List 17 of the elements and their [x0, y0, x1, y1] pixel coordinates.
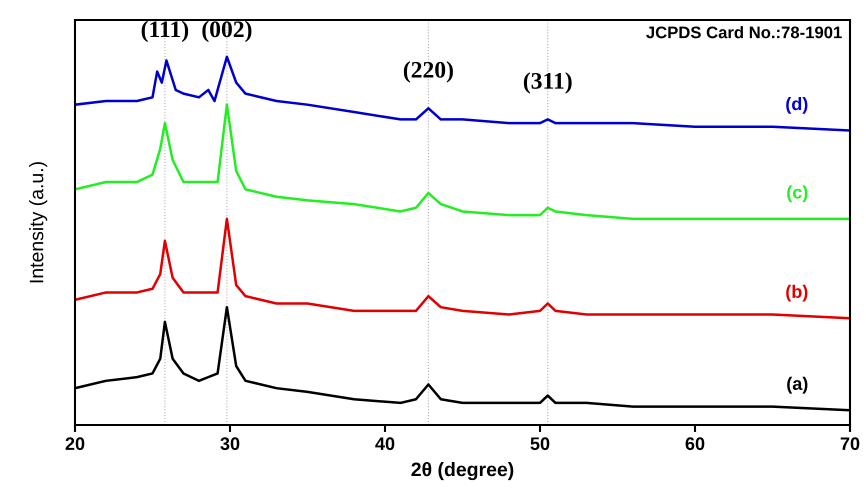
annotation: (002): [202, 20, 252, 42]
text: JCPDS Card No.:78-1901: [646, 26, 842, 38]
x-tick-label: 20: [66, 437, 84, 450]
annotation: (111): [142, 20, 188, 42]
x-tick-label: 40: [375, 437, 394, 450]
series-label: (b): [786, 284, 808, 302]
x-tick-label: 60: [686, 437, 704, 450]
series-label: (c): [787, 185, 808, 202]
x-axis-title: 2θ (degree): [411, 462, 514, 480]
annotation: (220): [404, 61, 453, 83]
series-label: (d): [786, 96, 808, 114]
x-tick-label: 30: [220, 437, 240, 450]
x-tick-label: 50: [530, 437, 550, 450]
series-label: (a): [787, 376, 808, 394]
annotation: (311): [524, 72, 572, 94]
x-tick-label: 70: [840, 437, 860, 450]
y-axis-title: Intensity (a.u.): [29, 162, 48, 282]
